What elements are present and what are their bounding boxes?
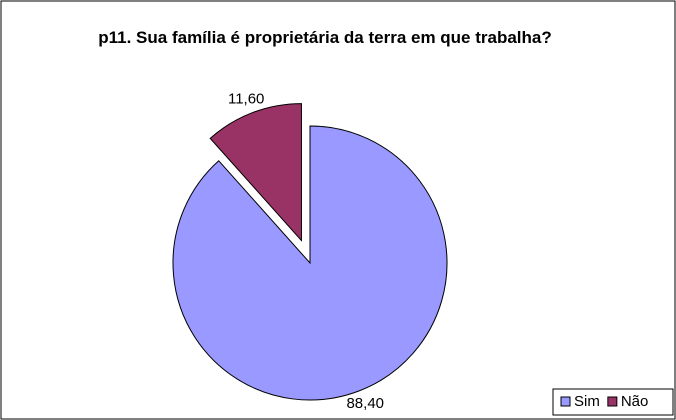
legend-label: Sim — [574, 393, 600, 410]
data-label: 88,40 — [346, 395, 384, 412]
pie-slice — [172, 125, 448, 401]
legend-swatch — [607, 396, 618, 407]
pie-slice — [209, 103, 302, 242]
legend-swatch — [560, 396, 571, 407]
legend-label: Não — [621, 393, 649, 410]
data-label: 11,60 — [228, 90, 264, 107]
chart-title: p11. Sua família é proprietária da terra… — [98, 28, 552, 47]
